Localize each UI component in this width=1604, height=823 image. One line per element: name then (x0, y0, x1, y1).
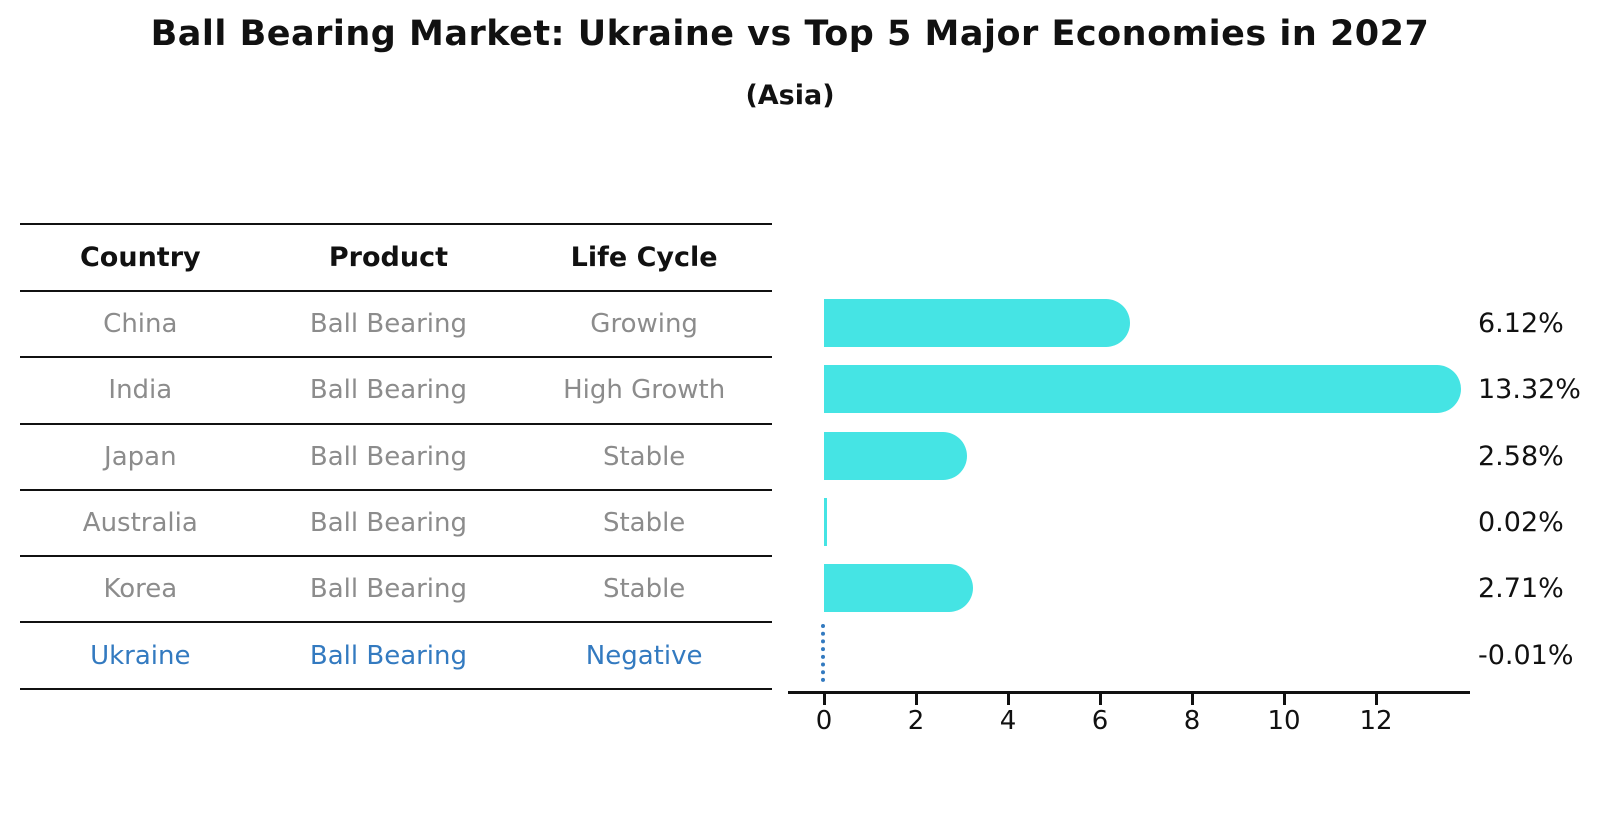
x-tick-mark (1006, 694, 1010, 705)
value-label: 0.02% (1478, 507, 1564, 539)
cell-country: China (103, 309, 178, 340)
cell-country: Ukraine (90, 640, 191, 671)
cell-life-cycle: Stable (602, 508, 686, 539)
x-tick-label: 6 (1091, 706, 1109, 736)
table-header-life-cycle: Life Cycle (570, 242, 718, 273)
country-table: Country Product Life Cycle China Ball Bearin… (20, 223, 772, 690)
x-tick-mark (1098, 694, 1102, 705)
x-tick-label: 2 (907, 706, 925, 736)
table-row: Japan Ball Bearing Stable (20, 422, 772, 489)
x-tick-mark (1374, 694, 1378, 705)
table-header-row: Country Product Life Cycle (20, 223, 772, 290)
cell-product: Ball Bearing (309, 375, 468, 406)
x-tick-mark (914, 694, 918, 705)
value-label: -0.01% (1478, 639, 1574, 671)
cell-product: Ball Bearing (309, 640, 468, 671)
value-label: 2.58% (1478, 440, 1564, 472)
value-label: 13.32% (1478, 374, 1581, 406)
table-row: Ukraine Ball Bearing Negative (20, 621, 772, 687)
cell-life-cycle: Negative (585, 640, 703, 671)
x-tick-label: 10 (1267, 706, 1301, 736)
cell-life-cycle: Growing (590, 309, 698, 340)
table-header-product: Product (328, 242, 449, 273)
chart-subtitle: (Asia) (745, 80, 835, 111)
cell-country: India (108, 375, 173, 406)
table-row: Australia Ball Bearing Stable (20, 488, 772, 555)
cell-life-cycle: Stable (602, 574, 686, 605)
x-tick-label: 12 (1359, 706, 1393, 736)
bar-india (824, 365, 1461, 414)
cell-product: Ball Bearing (309, 508, 468, 539)
table-row: China Ball Bearing Growing (20, 290, 772, 356)
cell-country: Japan (104, 441, 177, 472)
bar-korea (824, 564, 973, 613)
cell-life-cycle: Stable (602, 441, 686, 472)
cell-country: Australia (82, 508, 198, 539)
cell-country: Korea (103, 574, 178, 605)
bar-australia (824, 498, 827, 547)
cell-product: Ball Bearing (309, 441, 468, 472)
x-tick-label: 4 (999, 706, 1017, 736)
bar-negative-ukraine (821, 623, 825, 682)
table-row: India Ball Bearing High Growth (20, 356, 772, 422)
x-tick-mark (1282, 694, 1286, 705)
cell-product: Ball Bearing (309, 309, 468, 340)
table-header-country: Country (79, 242, 201, 273)
bar-japan (824, 431, 967, 480)
x-tick-mark (1190, 694, 1194, 705)
cell-life-cycle: High Growth (563, 375, 726, 406)
x-axis-line (788, 691, 1470, 694)
x-tick-label: 8 (1183, 706, 1201, 736)
table-row: Korea Ball Bearing Stable (20, 555, 772, 621)
chart-title: Ball Bearing Market: Ukraine vs Top 5 Ma… (150, 14, 1430, 54)
bar-china (824, 299, 1130, 348)
value-label: 2.71% (1478, 573, 1564, 605)
x-tick-label: 0 (815, 706, 833, 736)
x-tick-mark (822, 694, 826, 705)
value-label: 6.12% (1478, 308, 1564, 340)
cell-product: Ball Bearing (309, 574, 468, 605)
